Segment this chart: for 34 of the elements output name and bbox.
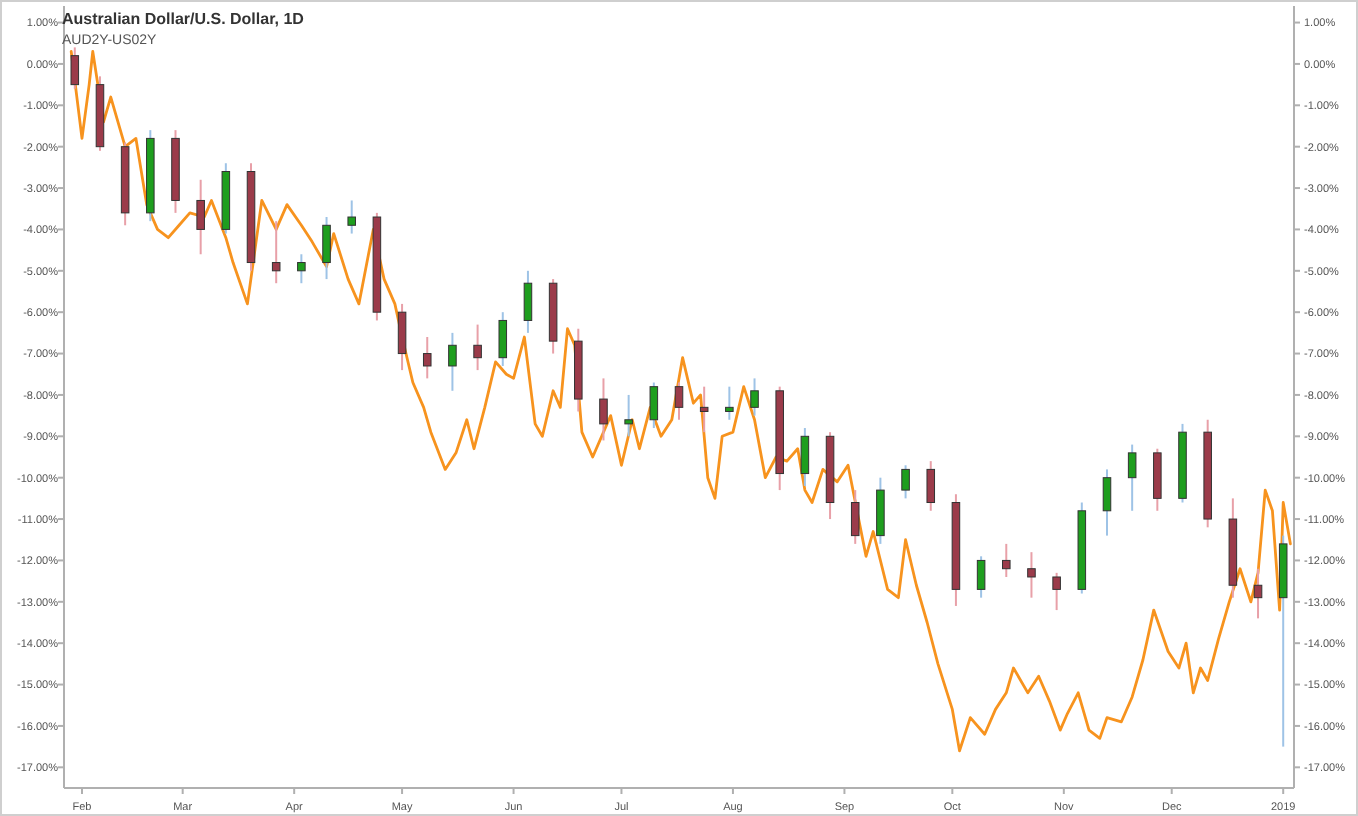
candlestick [297,253,306,285]
candlestick [422,336,432,380]
candlestick [750,377,759,417]
candlestick [1102,468,1112,537]
chart-title: Australian Dollar/U.S. Dollar, 1D [62,10,305,28]
candlestick [800,427,810,487]
candlestick [1153,447,1162,512]
candlestick [271,220,281,285]
candlestick [624,393,633,438]
candlestick [599,377,608,442]
candlestick [976,555,986,599]
candlestick [876,476,885,545]
candlestick [1127,443,1137,512]
candlestick [1002,542,1011,578]
candlestick [725,385,734,421]
candlestick [322,216,331,281]
candlestick [448,331,457,392]
candlestick [473,323,482,372]
candlestick [397,302,407,372]
candlestick [901,464,910,500]
candlestick [1027,551,1036,599]
candlestick [523,269,533,334]
candlestick [70,46,80,90]
candlestick [1052,571,1061,612]
candlestick [1253,567,1263,620]
candlestick [699,385,709,434]
candlestick [674,381,684,421]
candlestick [649,381,659,430]
candlestick [196,178,205,256]
candlestick [498,311,508,367]
line-series [69,50,1292,753]
candlestick [926,460,936,512]
candlestick [347,199,356,235]
candlestick [850,489,860,545]
